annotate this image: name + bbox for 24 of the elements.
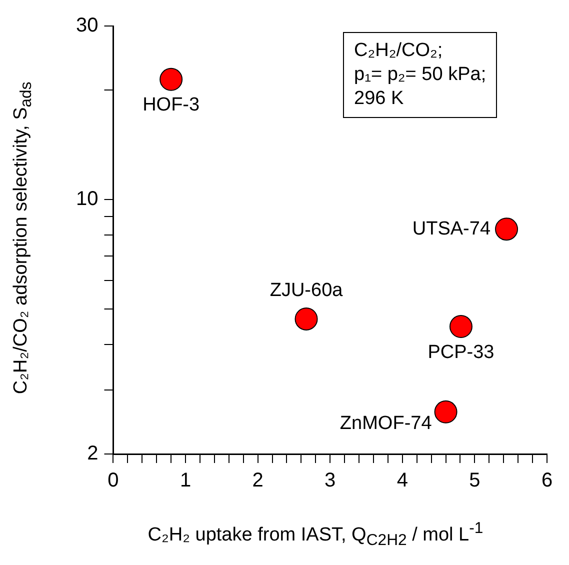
x-tick-label: 0 xyxy=(108,470,119,492)
annotation: ZnMOF-74 xyxy=(340,413,432,434)
point xyxy=(434,400,458,424)
point xyxy=(160,68,183,91)
x-tick-label: 5 xyxy=(469,470,480,492)
x-tick-label: 4 xyxy=(396,470,408,492)
y-tick-label: 10 xyxy=(76,188,98,210)
y-tick-label: 2 xyxy=(87,442,98,465)
x-tick-label: 1 xyxy=(180,470,192,492)
x-axis-title: C₂H₂ uptake from IAST, Q$_{C2H2}$ / mol L$^{-1}$ xyxy=(146,520,484,550)
annotation: HOF-3 xyxy=(142,94,200,116)
x-tick-label: 6 xyxy=(541,470,553,492)
point xyxy=(449,315,472,338)
point xyxy=(495,218,518,241)
annotation: p₁= p₂= 50 kPa; xyxy=(354,63,486,87)
point xyxy=(294,307,318,330)
annotation: ZJU-60a xyxy=(270,280,344,302)
annotation: 296 K xyxy=(354,87,405,111)
annotation: C₂H₂/CO₂; xyxy=(354,39,444,63)
x-tick-label: 3 xyxy=(324,470,336,492)
annotation: PCP-33 xyxy=(428,342,494,363)
x-tick-label: 2 xyxy=(252,470,264,492)
annotation: UTSA-74 xyxy=(412,218,491,240)
y-tick-label: 30 xyxy=(76,14,98,37)
